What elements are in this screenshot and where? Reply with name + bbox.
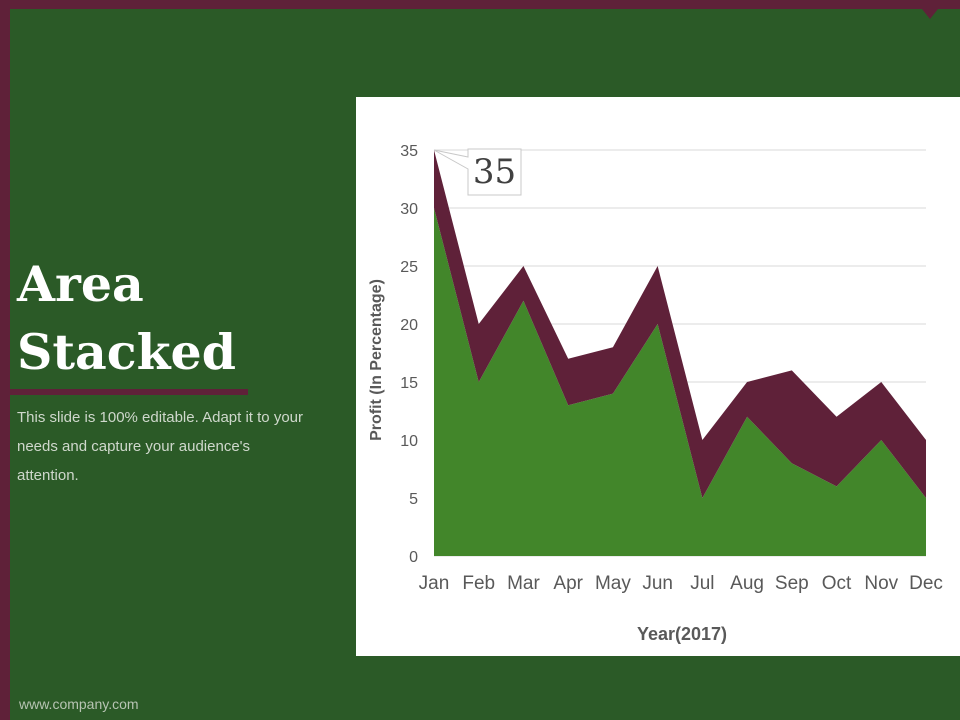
x-tick-label: Jan	[419, 573, 450, 594]
title-line-2: Stacked	[17, 323, 236, 381]
area-series-1	[434, 208, 926, 556]
x-tick-label: Jun	[642, 573, 673, 594]
x-axis-label: Year(2017)	[637, 624, 727, 644]
slide-title: Area Stacked	[17, 250, 236, 386]
top-border	[0, 0, 960, 9]
callout-value: 35	[473, 152, 516, 192]
x-tick-label: Jul	[690, 573, 714, 594]
left-border	[0, 0, 10, 720]
x-tick-label: Sep	[775, 573, 809, 594]
chart-panel: 0 5 10 15 20 25 30 35 Jan Feb Mar Apr May Jun Jul Aug S…	[356, 97, 960, 656]
x-tick-label: Oct	[822, 573, 852, 594]
y-tick-label: 30	[400, 201, 418, 218]
area-chart: 0 5 10 15 20 25 30 35 Jan Feb Mar Apr May Jun Jul Aug S…	[368, 143, 943, 644]
title-line-1: Area	[17, 255, 144, 313]
y-tick-label: 25	[400, 259, 418, 276]
y-tick-label: 5	[409, 491, 418, 508]
footer-url: www.company.com	[19, 696, 139, 712]
y-tick-label: 0	[409, 549, 418, 566]
y-tick-label: 20	[400, 317, 418, 334]
area-series-2	[434, 150, 926, 498]
data-callout: 35	[433, 148, 522, 196]
x-tick-label: Dec	[909, 573, 943, 594]
x-tick-label: Mar	[507, 573, 540, 594]
corner-notch	[922, 9, 938, 19]
x-tick-label: Feb	[462, 573, 495, 594]
title-underline	[10, 389, 248, 395]
y-axis-label: Profit (In Percentage)	[368, 279, 385, 441]
slide-description: This slide is 100% editable. Adapt it to…	[17, 409, 303, 484]
x-tick-label: May	[595, 573, 631, 594]
y-tick-label: 35	[400, 143, 418, 160]
x-tick-label: Nov	[864, 573, 898, 594]
callout-box	[433, 148, 522, 196]
x-axis-ticks: Jan Feb Mar Apr May Jun Jul Aug Sep Oct Nov Dec	[419, 573, 943, 594]
y-tick-label: 15	[400, 375, 418, 392]
x-tick-label: Aug	[730, 573, 764, 594]
y-axis-ticks: 0 5 10 15 20 25 30 35	[400, 143, 418, 566]
x-tick-label: Apr	[553, 573, 583, 594]
chart-areas	[434, 150, 926, 556]
y-tick-label: 10	[400, 433, 418, 450]
